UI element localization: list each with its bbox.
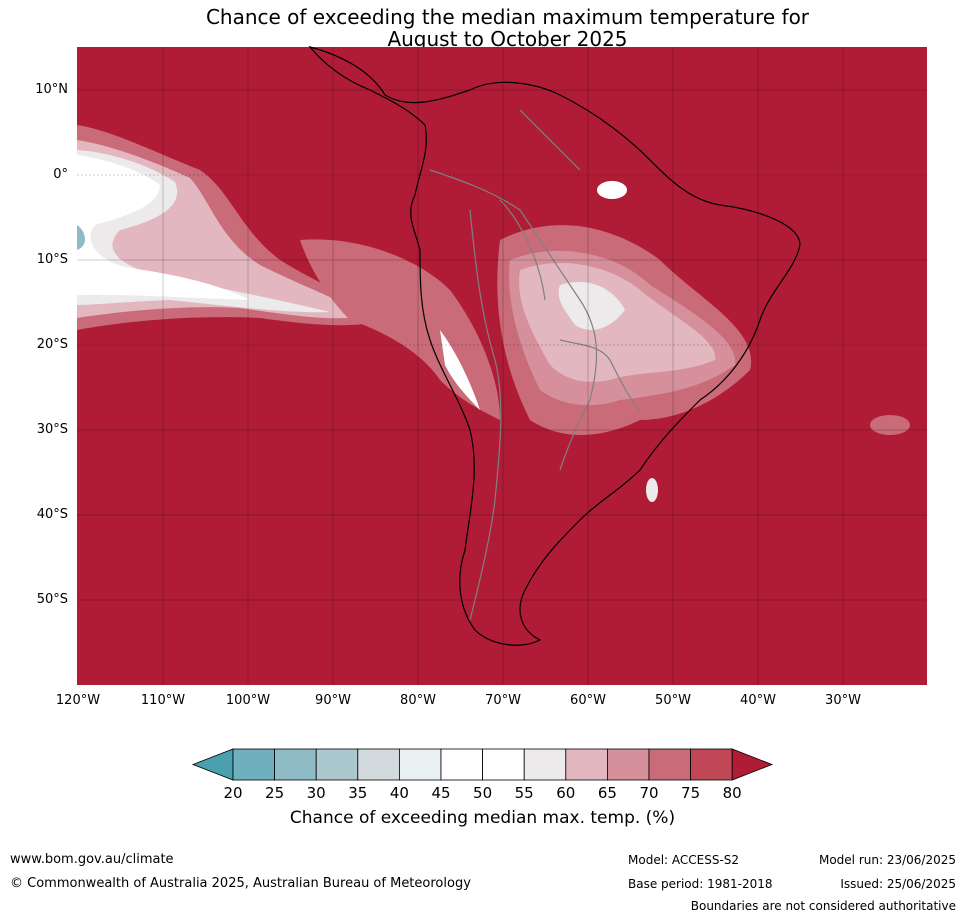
lat-label-30s: 30°S [36,422,68,437]
footer-disclaimer: Boundaries are not considered authoritat… [690,899,956,913]
colorbar-tick-label: 80 [722,784,742,802]
colorbar-tick-label: 25 [265,784,285,802]
footer-website: www.bom.gov.au/climate [10,852,174,867]
colorbar-segment [482,748,525,781]
colorbar-segment [398,748,442,781]
country-borders [429,109,641,621]
south-america-coastline [308,45,801,646]
footer-model-run: Model run: 23/06/2025 [818,853,956,867]
colorbar-segment [523,748,567,781]
lon-label-70w: 70°W [485,693,521,708]
footer-copyright: © Commonwealth of Australia 2025, Austra… [10,876,471,891]
colorbar-tick-label: 50 [473,784,493,802]
lon-label-80w: 80°W [400,693,436,708]
colorbar-tick-label: 70 [639,784,659,802]
footer-model: Model: ACCESS-S2 [628,853,740,867]
footer-issued: Issued: 25/06/2025 [840,877,956,891]
colorbar-segment [232,748,275,781]
lon-label-30w: 30°W [825,693,861,708]
colorbar-tick-label: 35 [348,784,368,802]
colorbar-segment [565,748,608,781]
footer-base-period: Base period: 1981-2018 [628,877,773,891]
pacific-anomaly [77,125,390,330]
colorbar-tick-label: 45 [431,784,451,802]
colorbar-tick-label: 65 [597,784,617,802]
lon-label-50w: 50°W [655,693,691,708]
lat-label-40s: 40°S [36,507,68,522]
colorbar-tick-label: 20 [223,784,243,802]
lat-label-0: 0° [53,167,68,182]
colorbar-tick-label: 40 [389,784,409,802]
lon-label-60w: 60°W [570,693,606,708]
colorbar-segment [648,748,691,781]
lat-label-50s: 50°S [36,592,68,607]
colorbar-title: Chance of exceeding median max. temp. (%… [289,808,676,828]
map-background [77,47,927,685]
colorbar-segment [274,748,317,781]
colorbar-tick-label: 75 [681,784,701,802]
lat-label-10n: 10°N [35,82,68,97]
colorbar-extend-low [191,748,234,781]
map-title-line2: August to October 2025 [387,27,628,51]
colorbar-segment [690,748,733,781]
colorbar-segment [357,748,400,781]
colorbar [191,748,774,781]
colorbar-segment [607,748,650,781]
lat-label-20s: 20°S [36,337,68,352]
colorbar-tick-label: 30 [306,784,326,802]
lon-label-110w: 110°W [140,693,186,708]
lon-label-120w: 120°W [55,693,101,708]
graticule [77,47,927,685]
colorbar-segment [440,748,483,781]
colorbar-tick-label: 55 [514,784,534,802]
colorbar-segment [315,748,359,781]
lon-label-40w: 40°W [740,693,776,708]
lat-label-10s: 10°S [36,252,68,267]
colorbar-tick-label: 60 [556,784,576,802]
lon-label-90w: 90°W [315,693,351,708]
colorbar-extend-high [731,748,774,781]
continent-anomaly [300,181,910,502]
map-title-line1: Chance of exceeding the median maximum t… [205,5,810,29]
lon-label-100w: 100°W [225,693,271,708]
